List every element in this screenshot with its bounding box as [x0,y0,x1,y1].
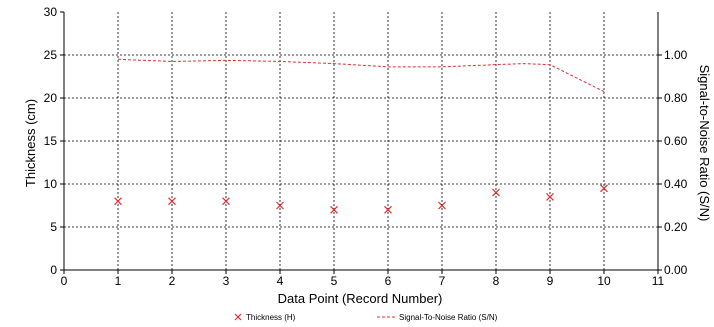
x-axis-title: Data Point (Record Number) [278,291,443,306]
tick-labels: 0 1 2 3 4 5 6 7 8 9 10 11 0 5 10 15 20 25 30 0.00 0.20 0.40 0.… [44,5,688,288]
thickness-point [114,197,122,206]
y-axis-title: Thickness (cm) [23,99,38,187]
x-tick-label: 7 [439,274,446,288]
x-tick-label: 3 [223,274,230,288]
grid [64,12,658,270]
thickness-point [600,184,608,193]
y2-tick-label: 0.60 [664,134,688,148]
y-tick-label: 0 [50,263,57,277]
x-tick-label: 9 [547,274,554,288]
y2-tick-label: 0.20 [664,220,688,234]
series [114,58,608,214]
y-tick-label: 20 [44,91,58,105]
y2-tick-label: 0.00 [664,263,688,277]
x-tick-label: 2 [169,274,176,288]
x-tick-label: 8 [493,274,500,288]
y-tick-label: 10 [44,177,58,191]
y-tick-label: 30 [44,5,58,19]
x-tick-label: 5 [331,274,338,288]
legend-label-thickness: Thickness (H) [246,313,296,322]
thickness-point [492,188,500,197]
thickness-point [438,201,446,210]
legend-item-snr: Signal-To-Noise Ratio (S/N) [377,313,498,322]
legend: Thickness (H) Signal-To-Noise Ratio (S/N… [234,313,498,322]
y2-axis-title: Signal-to-Noise Ratio (S/N) [697,65,712,222]
y-tick-label: 15 [44,134,58,148]
y-tick-label: 5 [50,220,57,234]
thickness-point [546,192,554,201]
thickness-point [330,205,338,214]
x-tick-label: 1 [115,274,122,288]
y2-tick-label: 0.40 [664,177,688,191]
x-tick-label: 4 [277,274,284,288]
snr-series-line [117,58,605,92]
axes [60,11,662,274]
y2-tick-label: 0.80 [664,91,688,105]
x-tick-label: 11 [652,274,665,288]
thickness-point [384,205,392,214]
thickness-point [222,197,230,206]
x-tick-label: 6 [385,274,392,288]
legend-label-snr: Signal-To-Noise Ratio (S/N) [399,313,498,322]
y2-tick-label: 1.00 [664,48,688,62]
legend-x-marker-icon [234,313,242,321]
legend-item-thickness: Thickness (H) [234,313,296,322]
x-tick-label: 10 [597,274,611,288]
x-tick-label: 0 [61,274,68,288]
thickness-point [168,197,176,206]
y-tick-label: 25 [44,48,58,62]
thickness-point [276,201,284,210]
